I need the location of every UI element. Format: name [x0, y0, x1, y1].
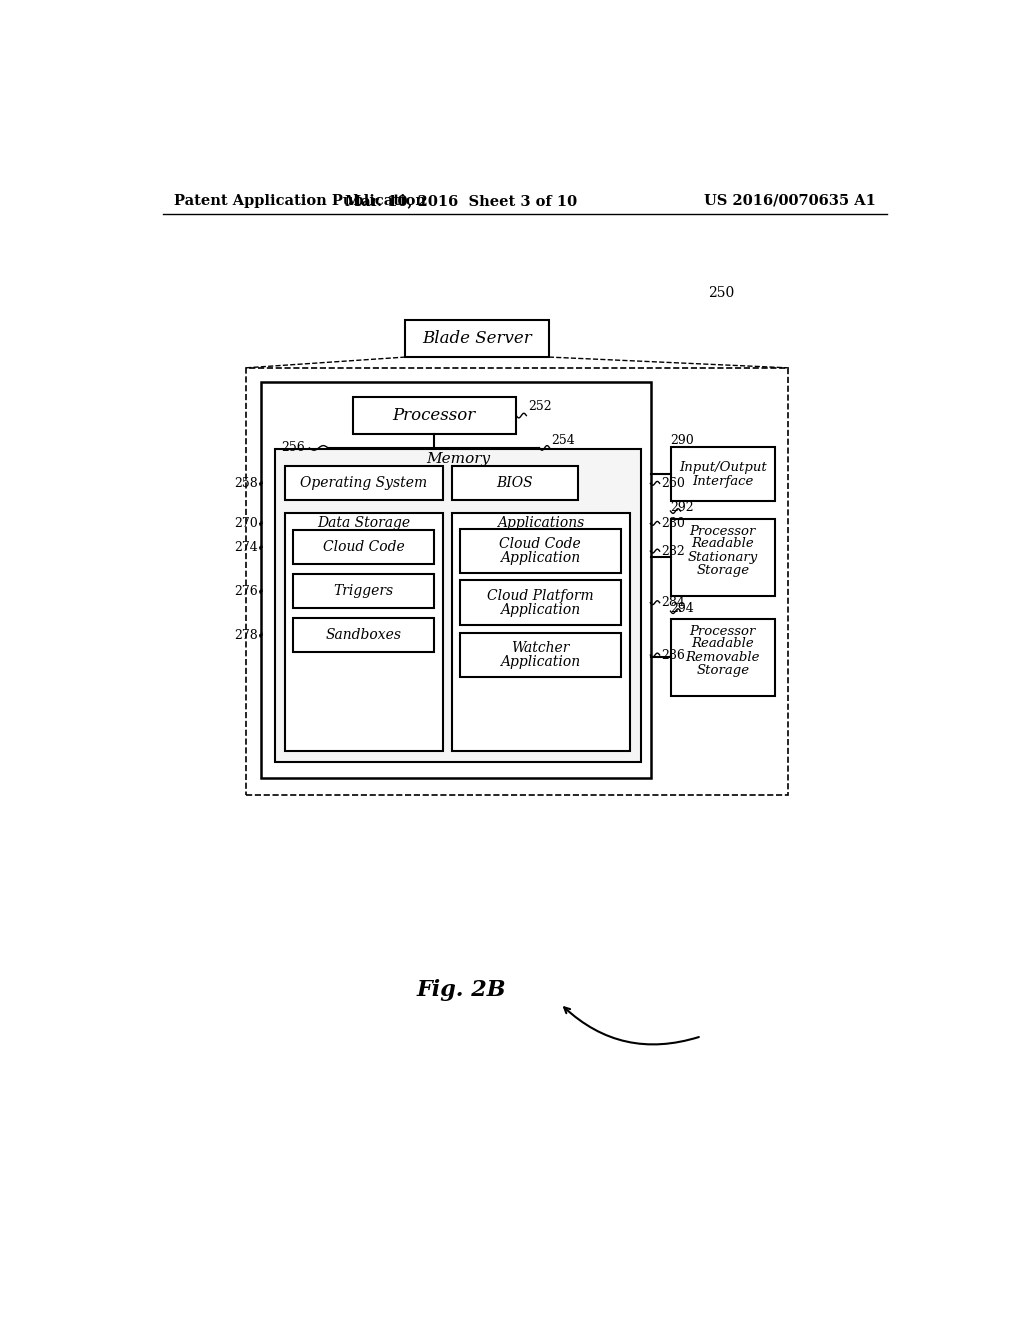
Bar: [293, 618, 434, 652]
Bar: [460, 581, 621, 626]
Text: Operating System: Operating System: [300, 477, 428, 490]
Bar: [452, 466, 578, 500]
Text: Processor: Processor: [392, 407, 476, 424]
Text: Processor: Processor: [689, 524, 756, 537]
Text: Fig. 2B: Fig. 2B: [417, 979, 506, 1001]
Text: Cloud Code: Cloud Code: [323, 540, 404, 554]
Text: Application: Application: [501, 550, 581, 565]
Text: Application: Application: [501, 603, 581, 616]
Text: 254: 254: [551, 434, 574, 446]
Bar: [246, 368, 788, 795]
Bar: [261, 381, 651, 779]
Text: 276: 276: [234, 585, 258, 598]
Text: Removable: Removable: [685, 651, 760, 664]
Bar: [406, 321, 549, 358]
Text: Applications: Applications: [498, 516, 585, 531]
Text: 256: 256: [281, 441, 305, 454]
Bar: [275, 449, 641, 762]
Bar: [460, 529, 621, 573]
Text: 286: 286: [662, 648, 685, 661]
Text: Sandboxes: Sandboxes: [326, 628, 401, 642]
Text: Memory: Memory: [426, 453, 490, 466]
Text: 290: 290: [671, 434, 694, 447]
Text: Mar. 10, 2016  Sheet 3 of 10: Mar. 10, 2016 Sheet 3 of 10: [345, 194, 578, 207]
Text: Data Storage: Data Storage: [317, 516, 411, 531]
Text: 250: 250: [708, 286, 734, 300]
Bar: [285, 466, 443, 500]
Text: Readable: Readable: [691, 537, 755, 550]
Text: Storage: Storage: [696, 564, 750, 577]
Text: Processor: Processor: [689, 624, 756, 638]
Bar: [285, 512, 443, 751]
Text: Patent Application Publication: Patent Application Publication: [174, 194, 427, 207]
Bar: [671, 447, 775, 502]
Bar: [460, 632, 621, 677]
Text: Application: Application: [501, 655, 581, 669]
Text: Stationary: Stationary: [688, 550, 758, 564]
Text: 258: 258: [234, 477, 258, 490]
Text: 294: 294: [671, 602, 694, 615]
Bar: [671, 619, 775, 696]
Text: Blade Server: Blade Server: [422, 330, 532, 347]
Bar: [352, 397, 515, 434]
Text: 252: 252: [528, 400, 552, 413]
Text: 292: 292: [671, 502, 694, 515]
Text: 280: 280: [662, 517, 685, 529]
Bar: [293, 574, 434, 609]
Text: Storage: Storage: [696, 664, 750, 677]
Text: Cloud Platform: Cloud Platform: [487, 589, 594, 603]
Text: 284: 284: [662, 597, 685, 610]
Text: 274: 274: [234, 541, 258, 554]
Text: Input/Output: Input/Output: [679, 461, 767, 474]
Text: US 2016/0070635 A1: US 2016/0070635 A1: [705, 194, 876, 207]
Text: Triggers: Triggers: [334, 585, 393, 598]
Text: 282: 282: [662, 545, 685, 557]
Text: Interface: Interface: [692, 474, 754, 487]
Bar: [671, 519, 775, 595]
Text: Readable: Readable: [691, 638, 755, 649]
Text: 260: 260: [662, 477, 685, 490]
Text: 270: 270: [234, 517, 258, 529]
Text: 278: 278: [234, 628, 258, 642]
Bar: [452, 512, 630, 751]
Bar: [293, 531, 434, 564]
Text: BIOS: BIOS: [497, 477, 534, 490]
Text: Cloud Code: Cloud Code: [500, 537, 582, 552]
Text: Watcher: Watcher: [511, 642, 569, 655]
